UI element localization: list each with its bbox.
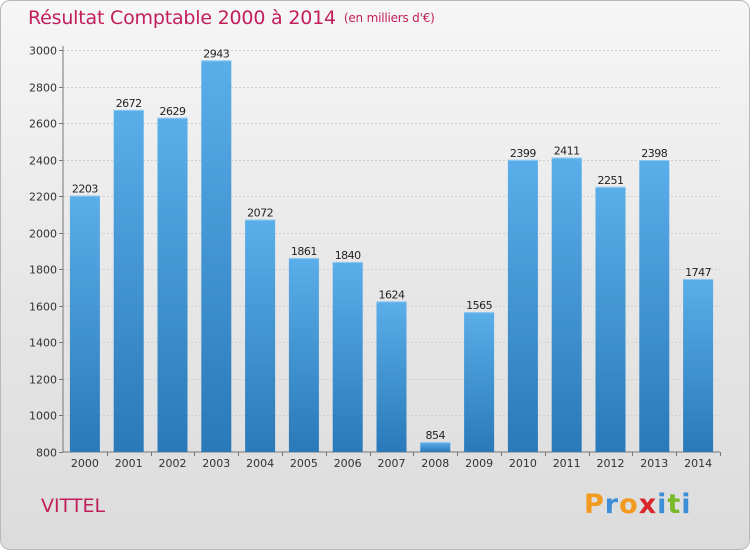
x-tick-label: 2003 (202, 457, 230, 470)
x-tick-label: 2012 (597, 457, 625, 470)
bar (639, 160, 670, 452)
x-tick-label: 2010 (509, 457, 537, 470)
bar (332, 261, 363, 452)
logo-letter: P (584, 489, 605, 520)
y-tick-label: 800 (36, 447, 57, 460)
x-tick-label: 2009 (465, 457, 493, 470)
x-tick-label: 2004 (246, 457, 274, 470)
bar (69, 195, 100, 452)
bar (507, 159, 538, 452)
y-tick-label: 1200 (29, 374, 57, 387)
data-label: 854 (426, 429, 446, 442)
chart-title: Résultat Comptable 2000 à 2014 (en millie… (28, 7, 435, 29)
x-tick-label: 2008 (421, 457, 449, 470)
data-label: 1840 (335, 249, 361, 262)
x-tick-label: 2002 (159, 457, 187, 470)
logo-letter: o (619, 489, 639, 520)
data-label: 2251 (598, 174, 624, 187)
data-label: 2203 (72, 183, 98, 196)
x-tick-label: 2005 (290, 457, 318, 470)
y-tick-label: 1000 (29, 410, 57, 423)
y-tick-label: 2000 (29, 228, 57, 241)
bar (157, 117, 188, 453)
bar (420, 442, 451, 452)
logo-letter: i (657, 489, 668, 520)
data-label: 2399 (510, 147, 536, 160)
logo-letter: r (604, 489, 620, 520)
data-label: 2943 (203, 47, 229, 60)
bar-series (69, 60, 714, 453)
bar (464, 312, 495, 452)
x-tick-label: 2013 (640, 457, 668, 470)
bar (595, 186, 626, 452)
bar (113, 109, 144, 453)
y-tick-label: 1600 (29, 301, 57, 314)
proxiti-logo: Proxiti (584, 489, 692, 520)
x-tick-label: 2014 (684, 457, 712, 470)
y-tick-label: 2400 (29, 155, 57, 168)
logo-letter: i (681, 489, 692, 520)
bar (683, 278, 714, 452)
logo-letter: x (638, 489, 658, 520)
y-tick-label: 3000 (29, 45, 57, 58)
data-label: 1747 (685, 266, 711, 279)
data-labels: 2203 2672 2629 2943 2072 1861 1840 1624 854 1565 2… (72, 47, 712, 442)
y-tick-label: 2600 (29, 118, 57, 131)
x-tick-label: 2011 (553, 457, 581, 470)
x-tick-label: 2000 (71, 457, 99, 470)
chart-title-text: Résultat Comptable 2000 à 2014 (28, 7, 336, 29)
bar (376, 301, 407, 452)
bar (201, 60, 232, 452)
bar (288, 258, 319, 452)
logo-letter: t (667, 489, 682, 520)
data-label: 2411 (554, 145, 580, 158)
bar (551, 157, 582, 453)
y-tick-label: 1400 (29, 337, 57, 350)
data-label: 1624 (379, 288, 405, 301)
chart-subtitle: (en milliers d'€) (343, 11, 435, 25)
data-label: 2629 (160, 105, 186, 118)
data-label: 1565 (466, 299, 492, 312)
x-tick-label: 2001 (115, 457, 143, 470)
x-tick-label: 2006 (334, 457, 362, 470)
data-label: 2672 (116, 97, 142, 110)
commune-name: VITTEL (41, 495, 106, 517)
x-axis: 2000 2001 2002 2003 2004 2005 2006 2007 2008 2009… (71, 452, 721, 470)
y-tick-label: 1800 (29, 264, 57, 277)
x-tick-label: 2007 (378, 457, 406, 470)
data-label: 2398 (641, 147, 667, 160)
data-label: 1861 (291, 245, 317, 258)
bar (245, 219, 276, 452)
y-tick-label: 2200 (29, 191, 57, 204)
data-label: 2072 (247, 207, 273, 220)
y-tick-label: 2800 (29, 82, 57, 95)
